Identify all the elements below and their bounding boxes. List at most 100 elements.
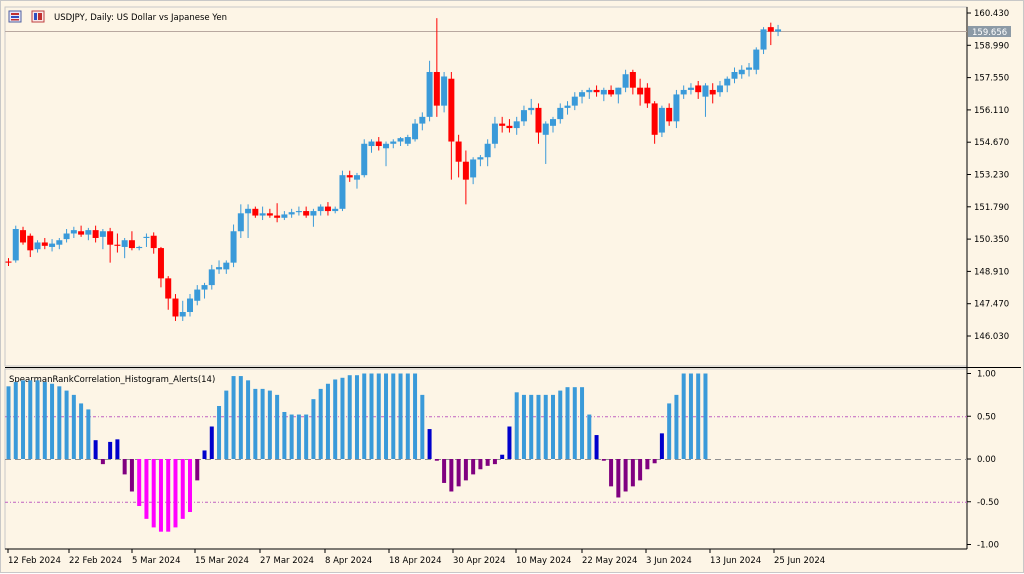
candle — [470, 157, 477, 185]
histogram-bar — [188, 459, 192, 513]
histogram-bar — [521, 394, 526, 459]
histogram-bar — [246, 380, 251, 459]
histogram-bar — [580, 387, 585, 459]
histogram-bar — [253, 388, 258, 459]
histogram-bar — [173, 459, 178, 528]
histogram-bar — [384, 373, 389, 459]
histogram-bar — [79, 403, 84, 459]
histogram-bar — [507, 426, 512, 459]
histogram-bar — [13, 382, 18, 459]
histogram-bar — [558, 390, 563, 459]
candle — [600, 87, 607, 102]
histogram-bar — [696, 373, 701, 459]
histogram-bar — [688, 373, 693, 459]
price-tick-label: 160.430 — [974, 9, 1009, 19]
candle — [571, 92, 578, 111]
histogram-bar — [463, 459, 468, 481]
histogram-bar — [151, 459, 156, 528]
indicator-axis: 1.00 0.50 0.00 -0.50 -1.00 — [967, 370, 999, 551]
candle — [201, 282, 208, 299]
candle — [557, 103, 564, 124]
histogram-bar — [638, 459, 643, 481]
candle — [237, 204, 244, 238]
candle — [608, 85, 615, 97]
chart-type-icon[interactable] — [8, 10, 22, 23]
candle — [731, 67, 738, 84]
histogram-bar — [420, 394, 425, 459]
candle — [332, 206, 339, 214]
spearman-histogram — [6, 373, 708, 532]
histogram-bar — [333, 379, 338, 459]
histogram-bar — [681, 373, 686, 459]
histogram-bar — [325, 383, 330, 459]
histogram-bar — [405, 373, 410, 459]
histogram-bar — [35, 380, 40, 459]
histogram-bar — [304, 414, 309, 459]
candle — [353, 172, 360, 189]
candle — [695, 80, 702, 99]
histogram-bar — [217, 405, 222, 459]
price-tick-label: 147.470 — [974, 300, 1009, 310]
price-tick-label: 148.910 — [974, 267, 1009, 277]
histogram-bar — [296, 414, 301, 459]
candle — [397, 137, 404, 147]
candle — [274, 203, 281, 223]
histogram-bar — [122, 459, 127, 475]
histogram-bar — [64, 390, 69, 459]
candle — [724, 76, 731, 93]
histogram-bar — [129, 459, 134, 492]
histogram-bar — [28, 380, 33, 459]
time-tick-label: 10 May 2024 — [516, 556, 571, 566]
histogram-bar — [238, 376, 243, 459]
histogram-bar — [57, 386, 62, 459]
histogram-bar — [311, 399, 316, 459]
candle — [383, 141, 390, 167]
histogram-bar — [492, 459, 497, 465]
candle — [775, 24, 782, 37]
histogram-bar — [667, 403, 672, 459]
one-click-trading-icon[interactable] — [31, 10, 45, 23]
candle — [441, 71, 448, 113]
candle — [317, 204, 324, 216]
candle — [528, 98, 535, 115]
histogram-bar — [137, 459, 142, 507]
candle — [99, 229, 106, 250]
candle — [143, 233, 150, 247]
price-pane-border — [4, 6, 968, 367]
histogram-bar — [572, 387, 577, 459]
histogram-bar — [195, 459, 200, 481]
candle — [346, 170, 353, 182]
candle — [680, 85, 687, 99]
price-tick-label: 146.030 — [974, 332, 1009, 342]
candle — [477, 154, 484, 167]
histogram-bar — [86, 409, 91, 459]
histogram-bar — [289, 414, 294, 459]
candle — [491, 116, 498, 149]
histogram-bar — [652, 459, 657, 464]
time-tick-label: 5 Mar 2024 — [132, 556, 180, 566]
candle — [20, 226, 27, 245]
candle — [622, 69, 629, 93]
histogram-bar — [456, 459, 461, 487]
histogram-bar — [587, 414, 592, 459]
histogram-bar — [659, 433, 664, 459]
candle — [513, 116, 520, 135]
histogram-bar — [601, 459, 606, 461]
candle — [223, 260, 230, 274]
candle — [5, 258, 12, 267]
histogram-bar — [354, 375, 359, 459]
candle — [56, 237, 63, 250]
candle — [179, 300, 186, 321]
histogram-bar — [376, 373, 381, 459]
histogram-bar — [100, 459, 105, 465]
histogram-bar — [449, 459, 454, 492]
candle — [70, 226, 77, 238]
price-tick-label: 156.110 — [974, 106, 1009, 116]
candle — [361, 139, 368, 178]
histogram-bar — [500, 454, 505, 459]
indicator-tick-label: 1.00 — [977, 370, 996, 380]
candle — [550, 116, 556, 133]
candle — [172, 294, 179, 321]
price-tick-label: 157.550 — [974, 74, 1009, 84]
